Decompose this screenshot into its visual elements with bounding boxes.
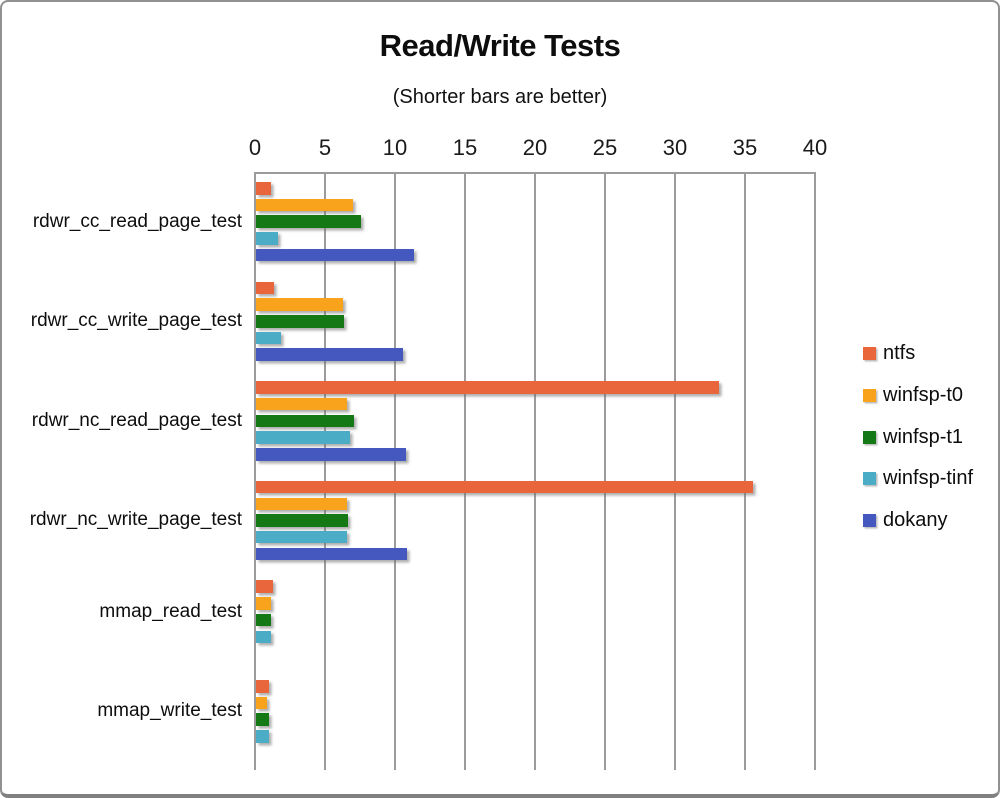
gridline xyxy=(744,172,746,770)
bar-ntfs xyxy=(256,381,720,394)
legend-swatch-icon xyxy=(863,514,876,528)
bar-ntfs xyxy=(256,680,269,693)
bar-winfsp-t1 xyxy=(256,215,361,228)
bar-winfsp-tinf xyxy=(256,431,350,444)
chart-subtitle: (Shorter bars are better) xyxy=(392,86,608,108)
gridline xyxy=(254,172,256,770)
bar-winfsp-tinf xyxy=(256,232,279,245)
x-axis-tick-label: 25 xyxy=(592,135,618,160)
bar-dokany xyxy=(256,348,403,361)
gridline xyxy=(814,172,816,770)
gridline xyxy=(604,172,606,770)
gridline xyxy=(534,172,536,770)
legend-label: ntfs xyxy=(883,342,916,364)
gridline xyxy=(324,172,326,770)
legend-item-winfsp-tinf: winfsp-tinf xyxy=(863,467,973,490)
x-axis-tick-label: 30 xyxy=(662,135,688,160)
gridline xyxy=(394,172,396,770)
legend-label: winfsp-tinf xyxy=(883,467,974,490)
legend-item-winfsp-t0: winfsp-t0 xyxy=(863,384,963,407)
legend-item-dokany: dokany xyxy=(863,509,948,532)
bar-winfsp-t1 xyxy=(256,414,354,428)
bar-ntfs xyxy=(256,281,275,295)
category-label: rdwr_cc_read_page_test xyxy=(32,210,242,232)
gridline xyxy=(464,172,466,770)
bar-ntfs xyxy=(256,480,753,494)
bar-winfsp-t1 xyxy=(256,713,269,726)
bar-winfsp-t0 xyxy=(256,298,343,311)
legend-swatch-icon xyxy=(863,388,876,402)
bar-ntfs xyxy=(256,182,272,195)
legend-label: winfsp-t0 xyxy=(883,383,964,406)
x-axis-tick-label: 0 xyxy=(248,135,262,160)
bar-winfsp-tinf xyxy=(256,630,272,643)
legend-item-winfsp-t1: winfsp-t1 xyxy=(863,426,963,449)
bar-dokany xyxy=(256,448,406,461)
gridline xyxy=(674,172,676,770)
legend-label: winfsp-t1 xyxy=(883,425,964,448)
x-axis-tick-label: 40 xyxy=(802,135,828,160)
bar-winfsp-tinf xyxy=(256,730,269,743)
category-label: mmap_write_test xyxy=(97,700,242,722)
bar-winfsp-t0 xyxy=(256,397,347,411)
bar-dokany xyxy=(256,248,415,262)
bar-winfsp-t0 xyxy=(256,497,347,510)
bar-winfsp-t0 xyxy=(256,597,272,610)
bar-ntfs xyxy=(256,580,273,593)
bar-winfsp-tinf xyxy=(256,530,347,544)
category-label: rdwr_nc_write_page_test xyxy=(29,509,242,531)
chart-title: Read/Write Tests xyxy=(379,28,621,63)
bar-winfsp-t0 xyxy=(256,696,268,710)
legend-label: dokany xyxy=(883,509,948,532)
legend-swatch-icon xyxy=(863,472,876,486)
bar-winfsp-t1 xyxy=(256,613,272,627)
bar-winfsp-t1 xyxy=(256,514,349,527)
category-label: mmap_read_test xyxy=(99,600,242,622)
bar-winfsp-t0 xyxy=(256,198,353,212)
bar-dokany xyxy=(256,547,408,561)
legend-item-ntfs: ntfs xyxy=(863,342,915,365)
x-axis-tick-label: 20 xyxy=(522,135,548,160)
category-label: rdwr_cc_write_page_test xyxy=(30,310,242,332)
legend-swatch-icon xyxy=(863,430,876,444)
x-axis-tick-label: 15 xyxy=(452,135,478,160)
bar-winfsp-tinf xyxy=(256,331,282,345)
x-axis-tick-label: 5 xyxy=(318,135,332,160)
x-axis-tick-label: 35 xyxy=(732,135,758,160)
category-label: rdwr_nc_read_page_test xyxy=(31,409,242,431)
bar-winfsp-t1 xyxy=(256,315,345,328)
legend-swatch-icon xyxy=(863,347,876,360)
x-axis-tick-label: 10 xyxy=(382,135,408,160)
